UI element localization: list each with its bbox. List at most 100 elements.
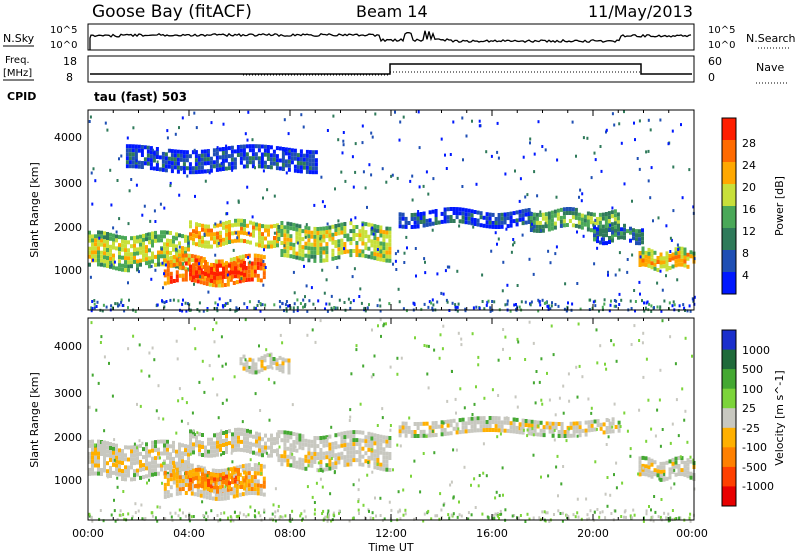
echo-cell bbox=[175, 487, 179, 492]
noise-cell bbox=[471, 332, 474, 336]
echo-cell bbox=[235, 280, 239, 285]
echo-cell bbox=[134, 148, 138, 153]
echo-cell bbox=[247, 463, 251, 468]
echo-cell bbox=[234, 270, 237, 275]
echo-cell bbox=[225, 228, 228, 233]
noise-cell bbox=[379, 318, 382, 322]
echo-cell bbox=[154, 230, 157, 235]
echo-cell bbox=[121, 461, 124, 465]
echo-cell bbox=[172, 476, 176, 481]
echo-cell bbox=[361, 446, 365, 451]
echo-cell bbox=[485, 428, 489, 432]
echo-cell bbox=[289, 451, 293, 456]
echo-cell bbox=[428, 425, 432, 430]
echo-cell bbox=[527, 419, 531, 424]
echo-cell bbox=[653, 258, 657, 263]
noise-cell bbox=[362, 364, 365, 368]
echo-cell bbox=[262, 492, 266, 497]
echo-cell bbox=[100, 452, 103, 456]
echo-cell bbox=[253, 479, 257, 484]
echo-cell bbox=[328, 450, 332, 455]
echo-cell bbox=[106, 252, 109, 256]
echo-cell bbox=[163, 447, 166, 452]
noise-cell bbox=[381, 416, 384, 420]
noise-cell bbox=[692, 458, 695, 462]
echo-cell bbox=[157, 258, 160, 263]
echo-cell bbox=[413, 422, 417, 426]
echo-cell bbox=[322, 230, 326, 235]
echo-cell bbox=[131, 152, 135, 157]
echo-cell bbox=[220, 496, 224, 501]
echo-cell bbox=[207, 224, 210, 229]
echo-cell bbox=[248, 144, 252, 149]
echo-cell bbox=[130, 252, 133, 257]
echo-cell bbox=[143, 161, 147, 166]
echo-cell bbox=[473, 218, 477, 222]
echo-cell bbox=[292, 448, 296, 452]
echo-cell bbox=[506, 416, 510, 421]
noise-cell bbox=[191, 411, 194, 415]
echo-cell bbox=[139, 463, 142, 468]
ground-scatter-cell bbox=[603, 302, 606, 306]
echo-cell bbox=[115, 455, 118, 460]
echo-cell bbox=[328, 233, 332, 238]
echo-cell bbox=[677, 472, 681, 476]
echo-cell bbox=[266, 145, 270, 149]
echo-cell bbox=[503, 428, 507, 433]
echo-cell bbox=[530, 431, 534, 436]
echo-cell bbox=[163, 451, 166, 456]
echo-cell bbox=[198, 448, 201, 453]
echo-cell bbox=[301, 245, 305, 250]
echo-cell bbox=[671, 264, 675, 269]
echo-cell bbox=[249, 433, 252, 438]
noise-cell bbox=[580, 199, 583, 203]
echo-cell bbox=[163, 482, 167, 487]
echo-cell bbox=[255, 439, 258, 444]
echo-cell bbox=[100, 242, 103, 247]
ground-scatter-cell bbox=[110, 304, 113, 308]
echo-cell bbox=[270, 224, 273, 229]
ground-scatter-cell bbox=[284, 303, 287, 307]
echo-cell bbox=[250, 483, 254, 487]
echo-cell bbox=[231, 476, 234, 481]
echo-cell bbox=[253, 269, 257, 274]
noise-cell bbox=[432, 177, 435, 181]
echo-cell bbox=[301, 442, 305, 447]
echo-cell bbox=[527, 208, 531, 212]
echo-cell bbox=[367, 254, 371, 259]
echo-cell bbox=[434, 217, 438, 221]
noise-cell bbox=[606, 476, 609, 479]
echo-cell bbox=[244, 487, 248, 492]
echo-cell bbox=[503, 420, 507, 425]
echo-cell bbox=[245, 160, 249, 165]
ground-scatter-cell bbox=[306, 309, 309, 313]
noise-cell bbox=[669, 236, 672, 240]
echo-cell bbox=[118, 251, 121, 256]
echo-cell bbox=[370, 231, 374, 236]
echo-cell bbox=[668, 471, 672, 476]
echo-cell bbox=[541, 224, 545, 229]
noise-cell bbox=[604, 362, 606, 366]
nave-tick-top: 60 bbox=[708, 55, 722, 68]
echo-cell bbox=[142, 245, 145, 250]
ground-scatter-cell bbox=[493, 300, 496, 304]
power-panel-frame bbox=[87, 109, 695, 311]
echo-cell bbox=[328, 458, 332, 463]
echo-cell bbox=[160, 254, 163, 259]
echo-cell bbox=[535, 212, 539, 217]
noise-cell bbox=[619, 425, 622, 428]
echo-cell bbox=[284, 358, 288, 363]
echo-cell bbox=[251, 160, 255, 165]
noise-cell bbox=[554, 413, 557, 417]
echo-cell bbox=[136, 448, 139, 453]
ground-scatter-cell bbox=[226, 301, 229, 305]
echo-cell bbox=[560, 422, 564, 426]
echo-cell bbox=[491, 416, 495, 420]
echo-cell bbox=[124, 236, 127, 241]
echo-cell bbox=[263, 164, 267, 169]
echo-cell bbox=[586, 215, 590, 220]
ground-scatter-cell bbox=[412, 301, 415, 305]
echo-cell bbox=[197, 153, 201, 158]
echo-cell bbox=[233, 157, 237, 162]
power-ytick-3000: 3000 bbox=[54, 177, 82, 190]
